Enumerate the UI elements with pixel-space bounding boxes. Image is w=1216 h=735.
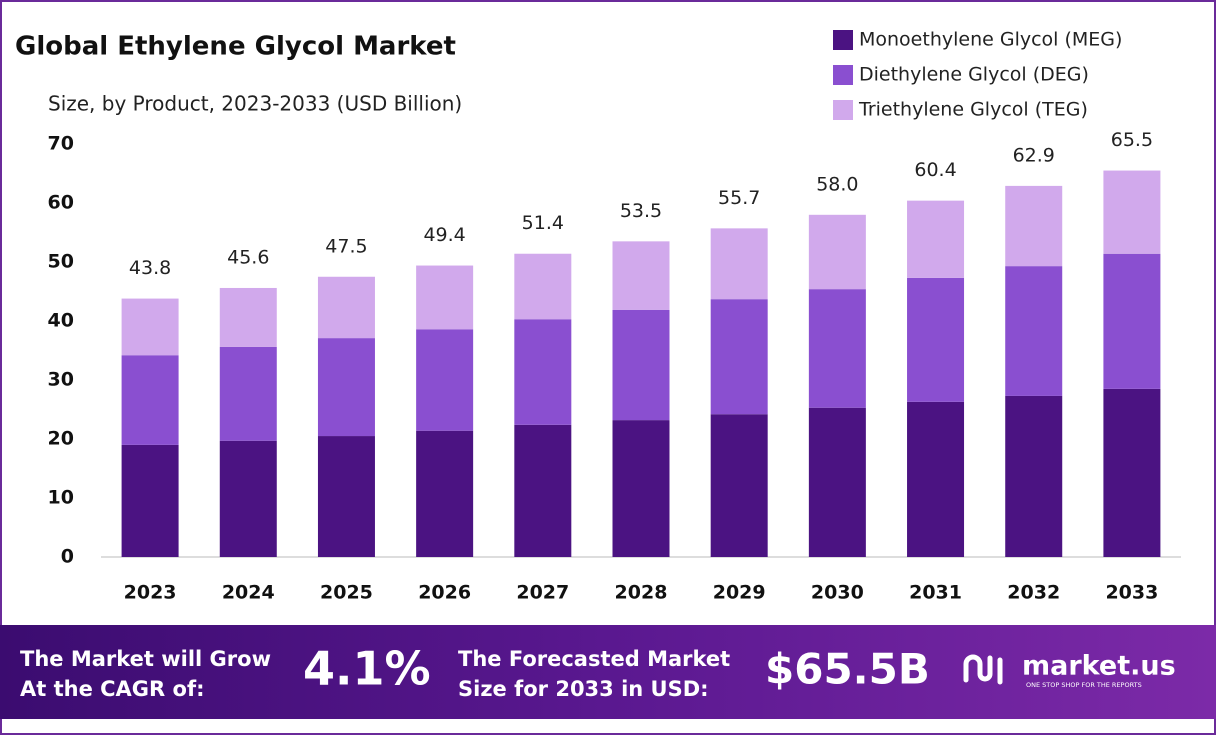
bar-segment — [1005, 185, 1063, 267]
x-tick-label: 2031 — [909, 582, 962, 604]
bar-segment — [416, 329, 474, 431]
total-label: 43.8 — [129, 257, 171, 279]
tagline: ONE STOP SHOP FOR THE REPORTS — [1026, 681, 1142, 689]
bar-segment — [612, 420, 670, 557]
total-label: 47.5 — [325, 235, 367, 257]
chart-title: Global Ethylene Glycol Market — [15, 32, 456, 62]
bar-segment — [416, 430, 474, 557]
bar-segment — [1103, 170, 1161, 254]
bar-segment — [219, 287, 277, 347]
bar-segment — [907, 200, 965, 278]
y-tick-label: 40 — [48, 310, 74, 332]
bar-segment — [121, 444, 179, 557]
y-tick-label: 20 — [48, 428, 74, 450]
bar-segment — [710, 414, 768, 557]
total-label: 60.4 — [914, 159, 956, 181]
y-tick-label: 70 — [48, 133, 74, 155]
x-tick-label: 2025 — [320, 582, 373, 604]
x-tick-label: 2026 — [418, 582, 471, 604]
bar-segment — [1103, 253, 1161, 389]
total-label: 51.4 — [522, 212, 564, 234]
y-tick-label: 50 — [48, 251, 74, 273]
legend-swatch — [833, 30, 853, 50]
x-tick-label: 2027 — [516, 582, 569, 604]
footer-banner — [0, 625, 1216, 719]
total-label: 45.6 — [227, 246, 269, 268]
legend-label: Diethylene Glycol (DEG) — [859, 64, 1089, 86]
legend-label: Triethylene Glycol (TEG) — [858, 99, 1088, 121]
y-tick-label: 0 — [61, 546, 74, 568]
bar-segment — [1005, 395, 1063, 557]
x-tick-label: 2029 — [713, 582, 766, 604]
bar-segment — [121, 355, 179, 445]
x-tick-label: 2024 — [222, 582, 275, 604]
total-label: 65.5 — [1111, 129, 1153, 151]
subtitle: Size, by Product, 2023-2033 (USD Billion… — [48, 92, 462, 116]
forecast-text: The Forecasted Market — [458, 647, 730, 671]
bar-segment — [710, 299, 768, 415]
bar-segment — [219, 440, 277, 557]
bar-segment — [1005, 266, 1063, 396]
x-tick-label: 2023 — [124, 582, 177, 604]
bar-segment — [416, 265, 474, 330]
brand-logo — [963, 654, 1003, 685]
cagr-value: 4.1% — [303, 642, 431, 696]
y-tick-label: 30 — [48, 369, 74, 391]
cagr-text: The Market will Grow — [20, 647, 271, 671]
total-label: 49.4 — [423, 224, 465, 246]
brand: market.us — [1022, 651, 1176, 682]
total-label: 53.5 — [620, 200, 662, 222]
x-tick-label: 2032 — [1007, 582, 1060, 604]
bar-segment — [907, 277, 965, 402]
legend-swatch — [833, 65, 853, 85]
bar-segment — [514, 424, 572, 557]
forecast-text: Size for 2033 in USD: — [458, 677, 709, 701]
bar-segment — [907, 401, 965, 557]
bar-segment — [219, 346, 277, 441]
bar-segment — [514, 253, 572, 320]
bar-segment — [612, 309, 670, 421]
footer: The Market will Grow At the CAGR of: 4.1… — [20, 642, 1176, 702]
bar-segment — [121, 298, 179, 356]
bar-segment — [808, 289, 866, 408]
bar-segment — [317, 436, 375, 557]
bar-segment — [317, 276, 375, 339]
x-tick-label: 2030 — [811, 582, 864, 604]
bar-segment — [808, 214, 866, 290]
legend-swatch — [833, 100, 853, 120]
total-label: 62.9 — [1013, 144, 1055, 166]
x-tick-label: 2028 — [615, 582, 668, 604]
x-tick-label: 2033 — [1105, 582, 1158, 604]
legend-label: Monoethylene Glycol (MEG) — [859, 29, 1122, 51]
bar-segment — [514, 319, 572, 425]
y-tick-label: 60 — [48, 192, 74, 214]
cagr-text: At the CAGR of: — [20, 677, 205, 701]
total-label: 58.0 — [816, 173, 858, 195]
bar-segment — [808, 407, 866, 557]
bar-segment — [1103, 388, 1161, 557]
bar-segment — [612, 241, 670, 310]
bar-segment — [710, 228, 768, 300]
bar-segment — [317, 338, 375, 437]
forecast-value: $65.5B — [765, 645, 930, 694]
total-label: 55.7 — [718, 187, 760, 209]
y-tick-label: 10 — [48, 487, 74, 509]
